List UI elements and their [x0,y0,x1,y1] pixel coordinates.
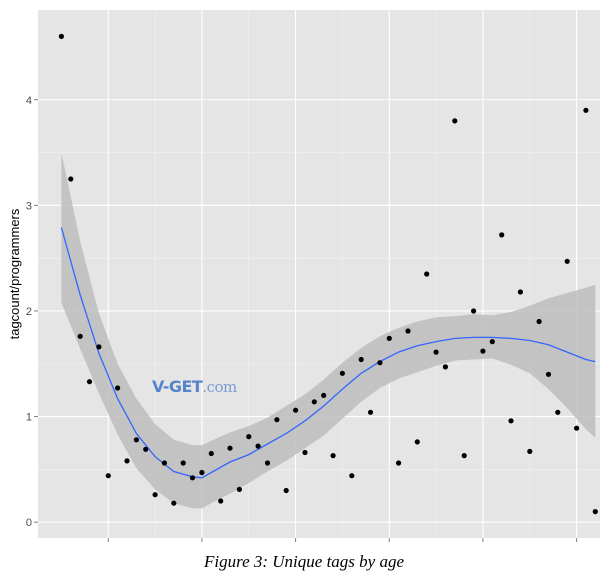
data-point-19 [236,486,242,492]
data-point-40 [433,349,439,355]
watermark-logo: V-GET.com [152,377,237,396]
scatter-chart: 0 1 2 3 4 tagcount/programmers [7,10,600,542]
data-point-44 [471,308,477,314]
data-point-23 [274,417,280,423]
data-point-5 [105,473,111,479]
data-point-54 [564,258,570,264]
data-point-30 [339,370,345,376]
data-point-31 [349,473,355,479]
watermark-suffix: .com [202,378,237,396]
data-point-49 [517,289,524,295]
data-point-39 [424,271,430,277]
data-point-51 [536,318,542,325]
data-point-4 [96,344,102,350]
data-point-21 [255,443,261,449]
data-point-18 [227,445,233,451]
data-point-11 [161,460,167,466]
data-point-1 [68,176,74,182]
data-point-42 [452,118,458,124]
data-point-27 [311,399,317,405]
data-point-10 [152,492,158,498]
data-point-12 [171,500,177,506]
data-point-15 [199,469,205,476]
data-point-48 [508,418,514,424]
data-point-24 [283,487,289,494]
data-points [58,33,598,515]
data-point-35 [386,335,392,341]
data-point-45 [480,348,486,354]
y-axis-tick-labels: 0 1 2 3 4 [26,95,32,529]
data-point-37 [405,328,411,334]
minor-gridlines [38,10,600,538]
smooth-trend-line [60,227,596,479]
data-point-9 [143,446,149,452]
data-point-25 [293,407,299,413]
data-point-8 [133,437,139,443]
data-point-3 [86,379,93,385]
data-point-50 [527,448,533,454]
y-tick-label-0: 0 [26,517,32,529]
data-point-56 [583,107,589,113]
data-point-28 [321,392,327,398]
confidence-band-area [61,152,596,509]
data-point-46 [489,339,495,345]
data-point-34 [377,360,383,366]
data-point-52 [545,371,552,377]
figure-caption: Figure 3: Unique tags by age [203,552,405,571]
data-point-14 [189,475,196,481]
data-point-32 [358,356,364,363]
data-point-38 [414,439,420,445]
y-tick-label-1: 1 [26,412,32,424]
data-point-7 [124,458,130,464]
data-point-13 [180,460,186,466]
data-point-36 [396,460,402,466]
data-point-29 [330,453,336,459]
data-point-16 [208,450,214,457]
smooth-line-path [60,227,596,479]
data-point-26 [302,449,308,456]
data-point-17 [218,498,224,504]
x-axis-ticks [107,538,578,542]
confidence-band [61,152,596,509]
y-axis-label: tagcount/programmers [7,208,22,339]
y-tick-label-2: 2 [26,306,32,318]
data-point-20 [246,434,252,440]
data-point-47 [499,232,505,238]
plot-panel [38,10,600,538]
y-tick-label-4: 4 [26,95,32,107]
data-point-57 [592,509,598,515]
watermark-brand: V-GET [152,377,203,396]
data-point-6 [115,385,121,391]
data-point-22 [264,460,271,466]
data-point-0 [58,33,64,40]
data-point-55 [574,425,580,431]
data-point-41 [442,364,448,370]
data-point-43 [461,453,467,459]
data-point-33 [367,409,374,415]
y-tick-label-3: 3 [26,200,32,212]
data-point-53 [555,409,561,415]
data-point-2 [77,333,83,339]
y-axis-ticks [34,99,38,523]
